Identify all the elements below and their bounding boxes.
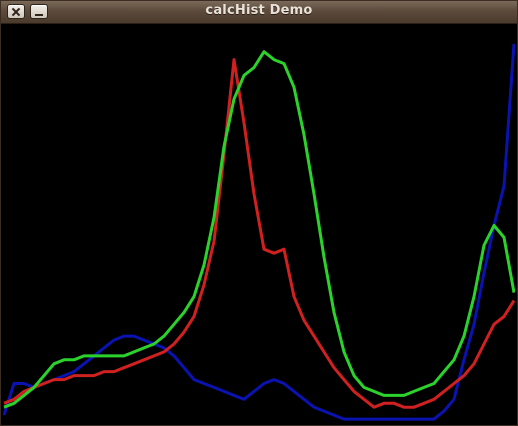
histogram-series-line-1: [3, 58, 515, 409]
histogram-chart: [3, 43, 515, 421]
title-bar[interactable]: calcHist Demo: [1, 1, 517, 24]
histogram-series-line-2: [3, 50, 515, 409]
histogram-series-line-0: [3, 43, 515, 421]
close-button[interactable]: [7, 4, 25, 19]
window-title: calcHist Demo: [205, 3, 313, 18]
minimize-button[interactable]: [30, 4, 48, 19]
histogram-canvas: [3, 24, 515, 425]
